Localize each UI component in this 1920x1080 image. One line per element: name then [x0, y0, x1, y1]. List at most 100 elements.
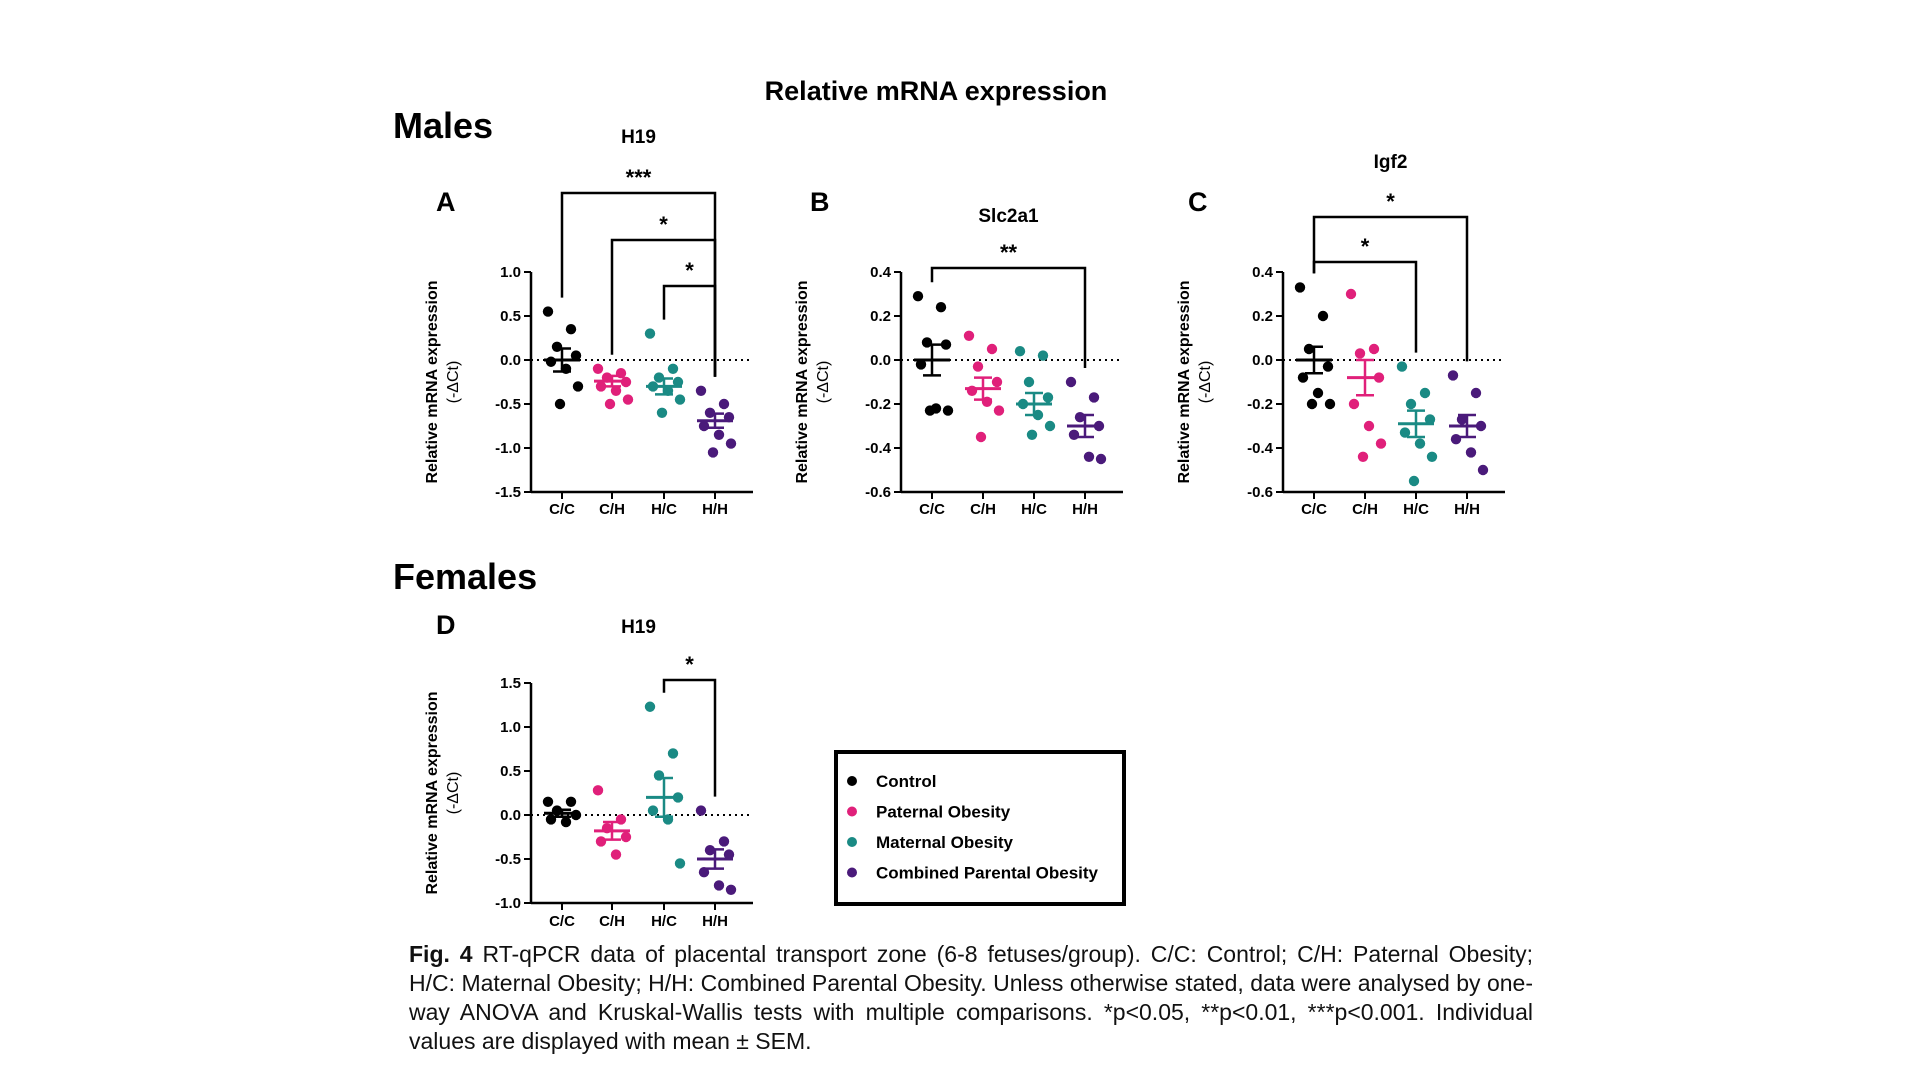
- legend-label: Combined Parental Obesity: [876, 864, 1099, 883]
- x-tick-label: C/H: [599, 913, 625, 930]
- y-tick-label: 0.2: [870, 308, 891, 325]
- data-point: [1312, 387, 1324, 399]
- legend-marker: [847, 837, 857, 847]
- data-point: [595, 836, 607, 847]
- data-point: [935, 302, 947, 313]
- data-point: [1026, 429, 1038, 440]
- significance-label: *: [1386, 189, 1395, 214]
- x-tick-label: H/C: [1021, 501, 1047, 518]
- y-axis-label: Relative mRNA expression: [424, 691, 441, 894]
- y-tick-label: 1.0: [500, 719, 521, 736]
- data-point: [718, 836, 730, 847]
- data-point: [1037, 350, 1049, 361]
- data-point: [1477, 464, 1489, 476]
- data-point: [1324, 398, 1336, 410]
- y-tick-label: -0.5: [495, 396, 521, 413]
- data-point: [1088, 392, 1100, 403]
- data-point: [695, 385, 707, 396]
- legend-marker: [847, 776, 857, 786]
- y-axis-label-unit: (-ΔCt): [445, 772, 462, 815]
- data-point: [713, 880, 725, 891]
- data-point: [1322, 361, 1334, 372]
- data-point: [986, 343, 998, 355]
- data-point: [554, 398, 566, 410]
- data-point: [963, 330, 975, 341]
- data-point: [592, 785, 604, 796]
- data-point: [912, 291, 924, 302]
- data-point: [1465, 447, 1477, 458]
- data-point: [667, 363, 679, 374]
- data-point: [924, 405, 936, 416]
- y-tick-label: -1.0: [495, 440, 521, 457]
- x-tick-label: C/H: [970, 501, 996, 518]
- legend: Control Paternal Obesity Maternal Obesity C…: [834, 750, 1126, 906]
- y-tick-label: 0.5: [500, 308, 521, 325]
- data-point: [610, 385, 622, 396]
- legend-marker: [847, 806, 857, 817]
- data-point: [1345, 288, 1357, 300]
- panel-letter: A: [436, 187, 456, 217]
- data-point: [695, 805, 707, 816]
- data-point: [551, 341, 563, 352]
- y-tick-label: 0.5: [500, 763, 521, 780]
- x-tick-label: C/C: [919, 501, 945, 518]
- data-point: [1083, 451, 1095, 462]
- data-point: [592, 363, 604, 374]
- data-point: [1095, 453, 1107, 465]
- data-point: [1023, 376, 1035, 388]
- significance-label: **: [1000, 240, 1018, 265]
- data-point: [1450, 434, 1462, 445]
- panel-letter: C: [1188, 187, 1208, 217]
- data-point: [1306, 398, 1318, 410]
- data-point: [1317, 310, 1329, 322]
- y-tick-label: 0.0: [1252, 352, 1273, 369]
- data-point: [1408, 475, 1420, 487]
- data-point: [698, 420, 710, 432]
- chart-title: H19: [621, 617, 656, 638]
- data-point: [1354, 348, 1366, 359]
- data-point: [656, 407, 668, 418]
- data-point: [570, 350, 582, 361]
- legend-box: [834, 750, 1126, 906]
- x-tick-label: H/H: [702, 913, 728, 930]
- data-point: [1424, 414, 1436, 425]
- y-tick-label: -0.4: [1247, 440, 1274, 457]
- x-tick-label: C/C: [549, 913, 575, 930]
- y-tick-label: -0.2: [1247, 396, 1273, 413]
- data-point: [565, 324, 577, 335]
- data-point: [572, 381, 584, 392]
- x-tick-label: H/C: [1403, 501, 1429, 518]
- data-point: [1074, 412, 1086, 423]
- legend-label: Control: [876, 772, 936, 791]
- x-tick-label: H/H: [1454, 501, 1480, 518]
- data-point: [991, 376, 1003, 388]
- significance-bracket: [662, 678, 717, 797]
- data-point: [1419, 387, 1431, 399]
- significance-bracket: [662, 284, 717, 377]
- data-point: [942, 405, 954, 416]
- data-point: [915, 359, 927, 370]
- data-point: [1414, 438, 1426, 449]
- data-point: [940, 339, 952, 350]
- y-tick-label: -0.5: [495, 851, 521, 868]
- data-point: [672, 376, 684, 388]
- chart-title: Slc2a1: [978, 206, 1039, 227]
- chart-title: H19: [621, 127, 656, 148]
- data-point: [1368, 343, 1380, 355]
- data-point: [1044, 420, 1056, 432]
- significance-label: *: [659, 212, 668, 237]
- y-axis-label-unit: (-ΔCt): [445, 361, 462, 404]
- chart-title: Igf2: [1374, 152, 1408, 173]
- data-point: [610, 849, 622, 860]
- data-point: [1014, 346, 1026, 357]
- data-point: [1348, 398, 1360, 410]
- data-point: [1396, 361, 1408, 372]
- panel-b: B Slc2a1 Relative mRNA expression (-ΔCt) 0.4…: [794, 187, 1123, 518]
- data-point: [1363, 420, 1375, 432]
- data-point: [1297, 372, 1309, 383]
- section-females: Females: [393, 556, 537, 597]
- legend-marker: [847, 867, 857, 878]
- data-point: [707, 447, 719, 458]
- y-tick-label: 0.0: [500, 807, 521, 824]
